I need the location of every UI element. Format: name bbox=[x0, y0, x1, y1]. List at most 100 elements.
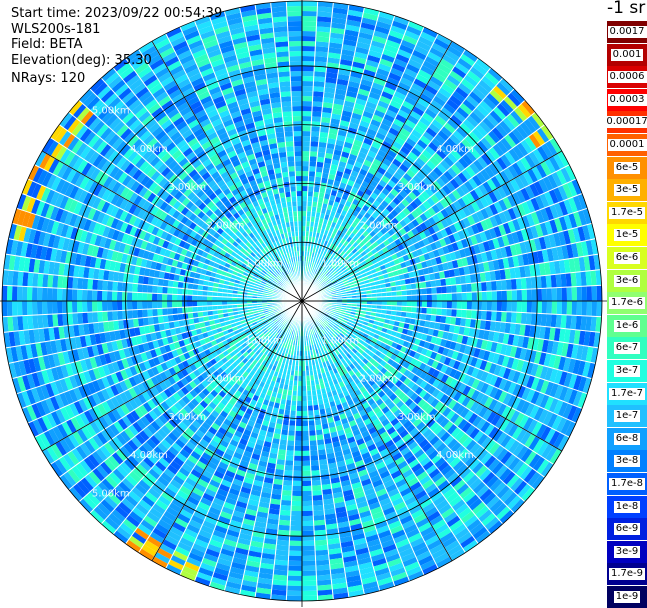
range-gate-cell bbox=[311, 470, 320, 476]
range-gate-cell bbox=[445, 278, 451, 286]
range-gate-cell bbox=[302, 86, 313, 91]
range-gate-cell bbox=[302, 171, 309, 176]
range-gate-cell bbox=[392, 296, 397, 301]
range-gate-cell bbox=[497, 291, 502, 301]
range-gate-cell bbox=[302, 161, 309, 166]
range-gate-cell bbox=[507, 290, 512, 301]
range-gate-cell bbox=[281, 500, 292, 506]
range-gate-cell bbox=[462, 301, 467, 310]
range-gate-cell bbox=[507, 301, 512, 312]
range-gate-cell bbox=[491, 281, 497, 291]
range-gate-cell bbox=[288, 430, 295, 436]
range-gate-cell bbox=[302, 461, 311, 466]
range-gate-cell bbox=[310, 450, 318, 456]
range-gate-cell bbox=[496, 311, 502, 322]
range-gate-cell bbox=[511, 279, 517, 290]
range-gate-cell bbox=[466, 283, 472, 292]
range-gate-cell bbox=[546, 275, 552, 288]
range-gate-cell bbox=[302, 486, 312, 491]
range-gate-cell bbox=[597, 285, 602, 301]
range-gate-cell bbox=[302, 411, 308, 416]
range-gate-cell bbox=[477, 301, 482, 310]
range-gate-cell bbox=[471, 310, 477, 319]
range-gate-cell bbox=[302, 31, 316, 36]
range-gate-cell bbox=[521, 277, 527, 289]
range-gate-cell bbox=[294, 446, 302, 451]
range-gate-cell bbox=[312, 500, 323, 506]
range-gate-cell bbox=[397, 296, 402, 301]
range-gate-cell bbox=[288, 571, 302, 576]
range-gate-cell bbox=[311, 480, 321, 486]
range-gate-cell bbox=[302, 51, 315, 56]
range-gate-cell bbox=[278, 525, 290, 531]
range-gate-cell bbox=[297, 391, 302, 396]
range-gate-cell bbox=[426, 287, 432, 294]
range-gate-cell bbox=[476, 310, 482, 320]
range-gate-cell bbox=[302, 46, 315, 51]
range-gate-cell bbox=[422, 294, 427, 301]
range-gate-cell bbox=[278, 449, 287, 455]
range-gate-cell bbox=[302, 476, 311, 481]
range-gate-cell bbox=[294, 441, 302, 446]
range-gate-cell bbox=[501, 311, 507, 322]
range-gate-cell bbox=[587, 286, 592, 301]
range-gate-cell bbox=[526, 313, 532, 325]
range-gate-cell bbox=[302, 501, 313, 506]
range-gate-cell bbox=[312, 106, 322, 112]
range-gate-cell bbox=[462, 292, 467, 301]
range-gate-cell bbox=[557, 301, 562, 315]
range-gate-cell bbox=[310, 146, 318, 152]
range-gate-cell bbox=[592, 301, 597, 316]
range-gate-cell bbox=[313, 91, 324, 97]
range-gate-cell bbox=[457, 293, 462, 301]
range-gate-cell bbox=[532, 289, 537, 301]
range-gate-cell bbox=[302, 591, 317, 596]
range-gate-cell bbox=[302, 446, 310, 451]
range-gate-cell bbox=[295, 436, 302, 441]
range-gate-cell bbox=[308, 176, 315, 181]
range-gate-cell bbox=[302, 121, 311, 126]
range-gate-cell bbox=[316, 162, 324, 168]
range-gate-cell bbox=[302, 451, 310, 456]
range-gate-cell bbox=[302, 76, 314, 81]
range-gate-cell bbox=[287, 435, 295, 441]
range-gate-cell bbox=[309, 156, 317, 162]
range-gate-cell bbox=[287, 591, 302, 596]
range-gate-cell bbox=[302, 401, 307, 406]
range-gate-cell bbox=[521, 313, 527, 325]
range-gate-cell bbox=[411, 289, 416, 295]
range-gate-cell bbox=[280, 505, 291, 511]
range-gate-cell bbox=[456, 309, 462, 318]
range-gate-cell bbox=[308, 186, 314, 191]
range-gate-cell bbox=[312, 495, 323, 501]
range-gate-cell bbox=[293, 461, 302, 466]
range-gate-cell bbox=[309, 166, 316, 172]
range-gate-cell bbox=[407, 301, 412, 307]
range-gate-cell bbox=[450, 277, 456, 286]
range-gate-cell bbox=[292, 486, 302, 491]
range-gate-cell bbox=[431, 287, 437, 294]
range-gate-cell bbox=[491, 311, 497, 321]
range-gate-cell bbox=[316, 434, 324, 440]
range-gate-cell bbox=[457, 301, 462, 309]
range-gate-cell bbox=[562, 301, 567, 315]
range-gate-cell bbox=[435, 279, 441, 287]
range-gate-cell bbox=[542, 301, 547, 314]
range-gate-cell bbox=[577, 301, 582, 316]
range-gate-cell bbox=[313, 81, 325, 87]
range-gate-cell bbox=[461, 284, 467, 293]
range-gate-cell bbox=[467, 292, 472, 301]
range-gate-cell bbox=[295, 431, 302, 436]
range-gate-cell bbox=[541, 314, 547, 327]
range-gate-cell bbox=[436, 308, 442, 316]
range-gate-cell bbox=[302, 201, 307, 206]
range-gate-cell bbox=[292, 481, 302, 486]
range-gate-cell bbox=[302, 131, 311, 136]
range-gate-cell bbox=[297, 396, 302, 401]
range-gate-cell bbox=[280, 434, 288, 440]
range-gate-cell bbox=[432, 301, 437, 308]
range-gate-cell bbox=[421, 288, 426, 295]
range-gate-cell bbox=[310, 445, 318, 451]
range-gate-cell bbox=[572, 301, 577, 315]
range-gate-cell bbox=[284, 470, 293, 476]
